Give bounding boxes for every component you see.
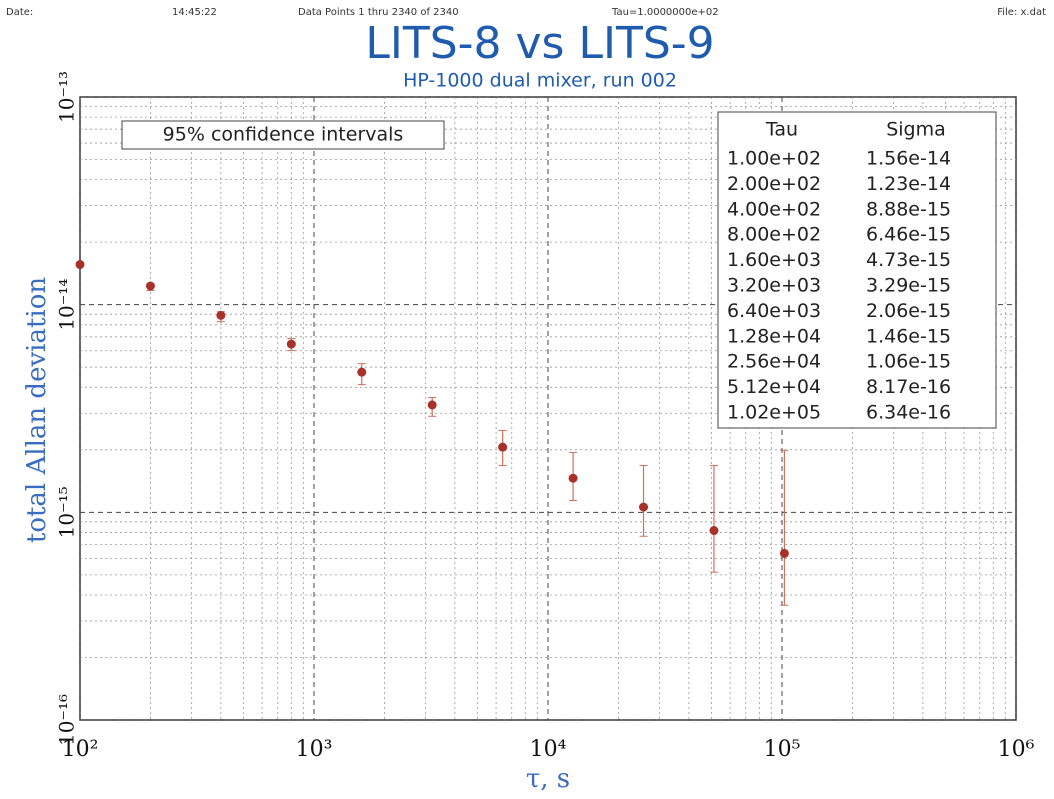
- y-tick-label: 10⁻¹⁵: [55, 486, 79, 538]
- marker: [357, 367, 367, 377]
- marker: [709, 526, 719, 536]
- marker: [568, 473, 578, 483]
- table-tau: 2.00e+02: [727, 173, 821, 195]
- header-date: Date:: [6, 7, 33, 18]
- table-sigma: 8.88e-15: [866, 198, 951, 220]
- table-sigma: 1.06e-15: [866, 351, 951, 373]
- table-tau: 4.00e+02: [727, 198, 821, 220]
- x-tick-label: 10²: [62, 737, 99, 762]
- header-tau: Tau=1.0000000e+02: [611, 7, 719, 18]
- table-sigma: 1.46e-15: [866, 325, 951, 347]
- y-tick-label: 10⁻¹⁴: [55, 279, 79, 331]
- x-tick-label: 10³: [296, 737, 333, 762]
- x-tick-label: 10⁴: [530, 737, 567, 762]
- x-tick-label: 10⁶: [998, 737, 1035, 762]
- table-tau: 1.28e+04: [727, 325, 821, 347]
- table-sigma: 3.29e-15: [866, 275, 951, 297]
- table-sigma: 4.73e-15: [866, 249, 951, 271]
- table-tau: 1.60e+03: [727, 249, 821, 271]
- table-sigma: 2.06e-15: [866, 300, 951, 322]
- table-sigma: 6.34e-16: [866, 402, 951, 424]
- table-sigma: 8.17e-16: [866, 376, 951, 398]
- x-tick-label: 10⁵: [764, 737, 801, 762]
- table-sigma: 6.46e-15: [866, 224, 951, 246]
- marker: [639, 502, 649, 512]
- y-axis-label: total Allan deviation: [22, 277, 52, 544]
- table-sigma: 1.56e-14: [866, 148, 951, 170]
- table-header: Tau: [765, 119, 798, 141]
- table-box: [717, 111, 997, 429]
- chart-title: LITS-8 vs LITS-9: [365, 18, 714, 69]
- header-file: File: x.dat: [997, 7, 1046, 18]
- marker: [216, 310, 226, 320]
- marker: [286, 339, 296, 349]
- y-tick-label: 10⁻¹⁶: [55, 694, 79, 746]
- table-tau: 1.02e+05: [727, 402, 821, 424]
- marker: [427, 400, 437, 410]
- table-sigma: 1.23e-14: [866, 173, 951, 195]
- table-tau: 6.40e+03: [727, 300, 821, 322]
- marker: [498, 442, 508, 452]
- header-time: 14:45:22: [172, 7, 217, 18]
- marker: [779, 548, 789, 558]
- marker: [145, 281, 155, 291]
- annotation-box: [121, 120, 445, 150]
- table-header: Sigma: [886, 119, 946, 141]
- marker: [75, 260, 85, 270]
- header-points: Data Points 1 thru 2340 of 2340: [298, 7, 459, 18]
- y-tick-label: 10⁻¹³: [55, 71, 79, 123]
- table-tau: 8.00e+02: [727, 224, 821, 246]
- x-axis-label: τ, s: [526, 764, 570, 794]
- table-tau: 2.56e+04: [727, 351, 821, 373]
- table-tau: 5.12e+04: [727, 376, 821, 398]
- table-tau: 3.20e+03: [727, 275, 821, 297]
- chart-subtitle: HP-1000 dual mixer, run 002: [403, 70, 677, 92]
- table-tau: 1.00e+02: [727, 148, 821, 170]
- annotation: 95% confidence intervals: [163, 124, 404, 146]
